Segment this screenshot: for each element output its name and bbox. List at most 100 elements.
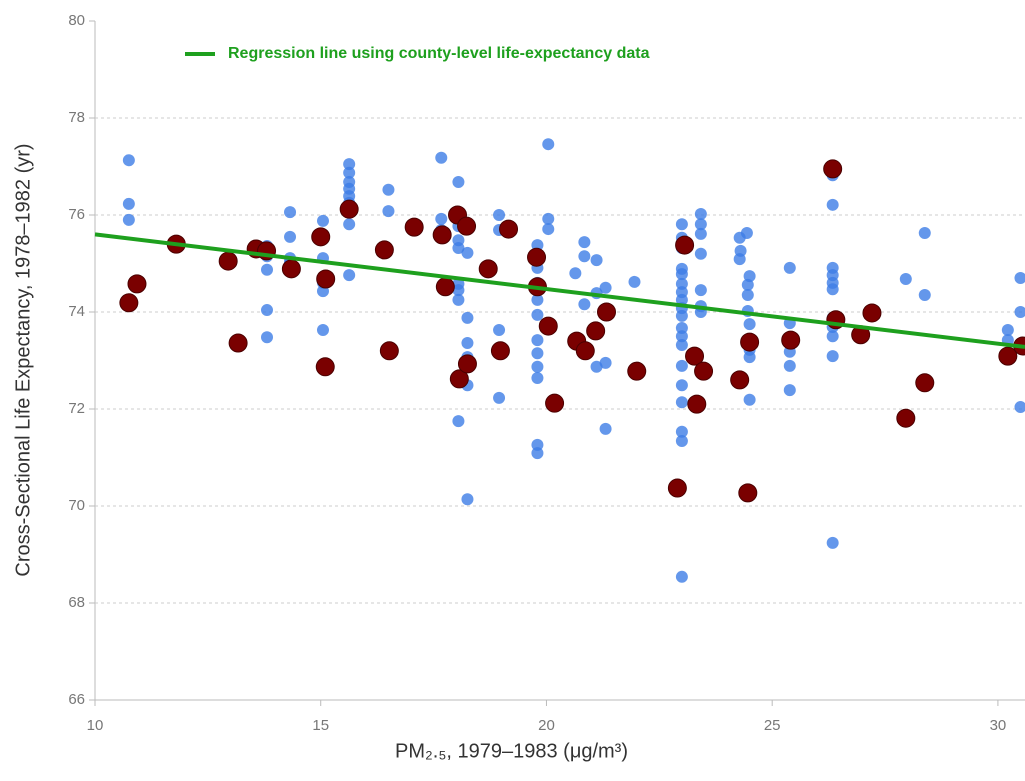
- point: [531, 360, 544, 373]
- point: [826, 198, 839, 211]
- point: [531, 347, 544, 360]
- point: [461, 337, 474, 350]
- point: [675, 293, 688, 306]
- regression-line: [94, 232, 1025, 349]
- point-large: [315, 357, 335, 377]
- point: [743, 318, 756, 331]
- point: [531, 371, 544, 384]
- point: [1014, 306, 1025, 318]
- point: [694, 218, 707, 231]
- point: [694, 227, 707, 240]
- point: [743, 393, 756, 406]
- point: [452, 284, 465, 297]
- point-large: [730, 370, 750, 390]
- point: [542, 223, 555, 236]
- point: [826, 283, 839, 296]
- point-large: [457, 216, 477, 236]
- point: [343, 158, 356, 171]
- y-tick-label: 70: [68, 497, 85, 514]
- point: [590, 360, 603, 373]
- point: [1014, 272, 1025, 285]
- point: [826, 536, 839, 549]
- point: [542, 138, 555, 151]
- point: [599, 281, 612, 294]
- point-large: [896, 408, 916, 428]
- point: [284, 230, 297, 243]
- point-large: [316, 269, 336, 289]
- point-large: [119, 293, 139, 313]
- point-large: [435, 277, 455, 297]
- point: [675, 379, 688, 392]
- point: [343, 218, 356, 231]
- x-tick-label: 20: [538, 717, 555, 734]
- point-large: [490, 341, 510, 361]
- point: [675, 277, 688, 290]
- point: [578, 250, 591, 263]
- point: [826, 330, 839, 343]
- point: [694, 208, 707, 221]
- point: [675, 570, 688, 583]
- point-large: [527, 247, 547, 267]
- point: [599, 356, 612, 369]
- point: [628, 275, 641, 288]
- point-large: [127, 274, 147, 294]
- y-tick-label: 66: [68, 691, 85, 708]
- y-tick-label: 74: [68, 303, 85, 320]
- y-tick-label: 76: [68, 206, 85, 223]
- point-large: [281, 259, 301, 279]
- y-tick-label: 78: [68, 109, 85, 126]
- point: [694, 247, 707, 260]
- point: [531, 447, 544, 460]
- point-large: [738, 483, 758, 503]
- point: [493, 209, 506, 221]
- point: [899, 273, 912, 286]
- x-tick-label: 30: [990, 717, 1007, 734]
- point: [382, 205, 395, 218]
- point: [675, 338, 688, 351]
- point-large: [545, 393, 565, 413]
- point: [783, 261, 796, 274]
- point: [675, 425, 688, 438]
- point-large: [538, 316, 558, 336]
- x-tick-label: 15: [312, 717, 329, 734]
- point: [531, 334, 544, 347]
- point: [261, 263, 274, 276]
- point: [675, 309, 688, 322]
- point-large: [915, 373, 935, 393]
- point-large: [457, 354, 477, 374]
- point: [493, 323, 506, 336]
- point: [531, 308, 544, 321]
- point: [452, 176, 465, 189]
- point: [675, 359, 688, 372]
- point: [578, 298, 591, 311]
- point: [918, 226, 931, 239]
- point: [675, 330, 688, 343]
- point-large: [379, 341, 399, 361]
- point-large: [311, 227, 331, 247]
- point-large: [687, 394, 707, 414]
- point-large: [597, 302, 616, 322]
- point: [675, 268, 688, 281]
- point: [122, 197, 135, 210]
- point: [694, 284, 707, 297]
- x-axis-label: PM₂.₅, 1979–1983 (μg/m³): [395, 740, 628, 762]
- point: [435, 151, 448, 164]
- y-axis-label: Cross-Sectional Life Expectancy, 1978–19…: [12, 143, 34, 576]
- point: [316, 214, 329, 227]
- point: [531, 438, 544, 451]
- point: [493, 391, 506, 404]
- point: [461, 493, 474, 506]
- point: [261, 304, 274, 317]
- point-large: [685, 346, 705, 366]
- point: [578, 236, 591, 249]
- point: [1001, 323, 1014, 336]
- point-large: [586, 321, 606, 341]
- legend-label: Regression line using county-level life-…: [228, 45, 650, 62]
- point-large: [781, 330, 801, 350]
- point: [531, 293, 544, 306]
- point: [461, 246, 474, 259]
- point: [599, 422, 612, 435]
- point: [316, 323, 329, 336]
- point: [783, 359, 796, 372]
